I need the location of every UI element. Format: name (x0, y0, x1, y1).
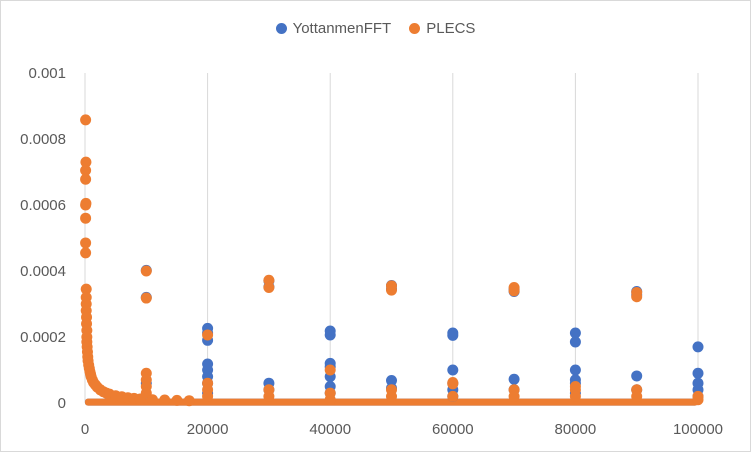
point-series-2 (80, 247, 92, 259)
point-series-1 (324, 329, 336, 341)
point-series-2 (447, 390, 459, 402)
x-tick-label: 80000 (555, 421, 597, 438)
legend: YottanmenFFT PLECS (0, 20, 751, 37)
point-series-1 (508, 373, 520, 385)
point-series-2 (80, 114, 92, 126)
point-series-2 (508, 285, 520, 297)
x-tick-label: 60000 (432, 421, 474, 438)
y-tick-label: 0.0004 (20, 263, 66, 280)
point-series-2 (202, 329, 214, 341)
gridlines (207, 73, 699, 403)
legend-label-series-1: YottanmenFFT (292, 20, 392, 37)
point-series-2 (140, 265, 152, 277)
legend-marker-series-1 (275, 23, 287, 34)
legend-label-series-2: PLECS (426, 20, 476, 37)
point-series-2 (80, 283, 92, 295)
point-series-2 (202, 390, 214, 402)
y-tick-label: 0.0006 (20, 197, 66, 214)
data-points (80, 114, 704, 407)
point-series-1 (569, 336, 581, 348)
point-series-1 (569, 327, 581, 339)
y-tick-label: 0.001 (28, 65, 66, 82)
point-series-1 (447, 329, 459, 341)
point-series-2 (569, 390, 581, 402)
point-series-2 (263, 282, 275, 293)
point-series-2 (80, 199, 92, 211)
point-series-1 (631, 370, 643, 382)
point-series-2 (183, 395, 195, 407)
x-tick-label: 100000 (673, 421, 723, 438)
point-series-2 (631, 390, 643, 402)
point-series-2 (631, 291, 643, 303)
point-series-2 (171, 394, 183, 406)
point-series-2 (146, 394, 158, 406)
point-series-1 (447, 364, 459, 376)
point-series-2 (80, 237, 92, 249)
point-series-2 (80, 212, 92, 224)
point-series-2 (80, 156, 92, 168)
point-series-2 (692, 394, 704, 406)
point-series-2 (263, 390, 275, 402)
x-tick-label: 0 (81, 421, 89, 438)
point-series-1 (692, 341, 704, 353)
point-series-2 (386, 390, 397, 402)
legend-item-series-2: PLECS (409, 20, 475, 37)
point-series-2 (80, 164, 92, 176)
point-series-1 (569, 364, 581, 376)
point-series-2 (386, 284, 397, 296)
legend-marker-series-2 (409, 23, 421, 34)
y-tick-label: 0.0002 (20, 329, 66, 346)
y-tick-label: 0.0008 (20, 131, 66, 148)
point-series-2 (159, 394, 171, 406)
legend-item-series-1: YottanmenFFT (275, 20, 392, 37)
point-series-2 (324, 394, 336, 406)
axes: 0 20000 40000 60000 80000 100000 0 0.0002 0.0004… (20, 65, 723, 438)
x-tick-label: 20000 (187, 421, 229, 438)
point-series-1 (692, 367, 704, 379)
x-tick-label: 40000 (309, 421, 351, 438)
y-tick-label: 0 (58, 395, 66, 412)
near-zero-points-2 (85, 398, 698, 406)
point-series-2 (508, 390, 520, 402)
point-series-1 (386, 375, 397, 387)
point-series-2 (324, 364, 336, 376)
point-series-2 (80, 173, 92, 185)
point-series-2 (447, 378, 459, 390)
point-series-2 (140, 292, 152, 304)
